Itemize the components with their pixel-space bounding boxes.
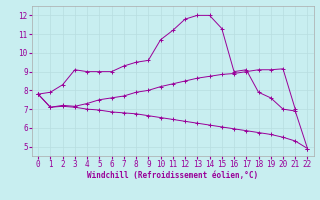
X-axis label: Windchill (Refroidissement éolien,°C): Windchill (Refroidissement éolien,°C) bbox=[87, 171, 258, 180]
